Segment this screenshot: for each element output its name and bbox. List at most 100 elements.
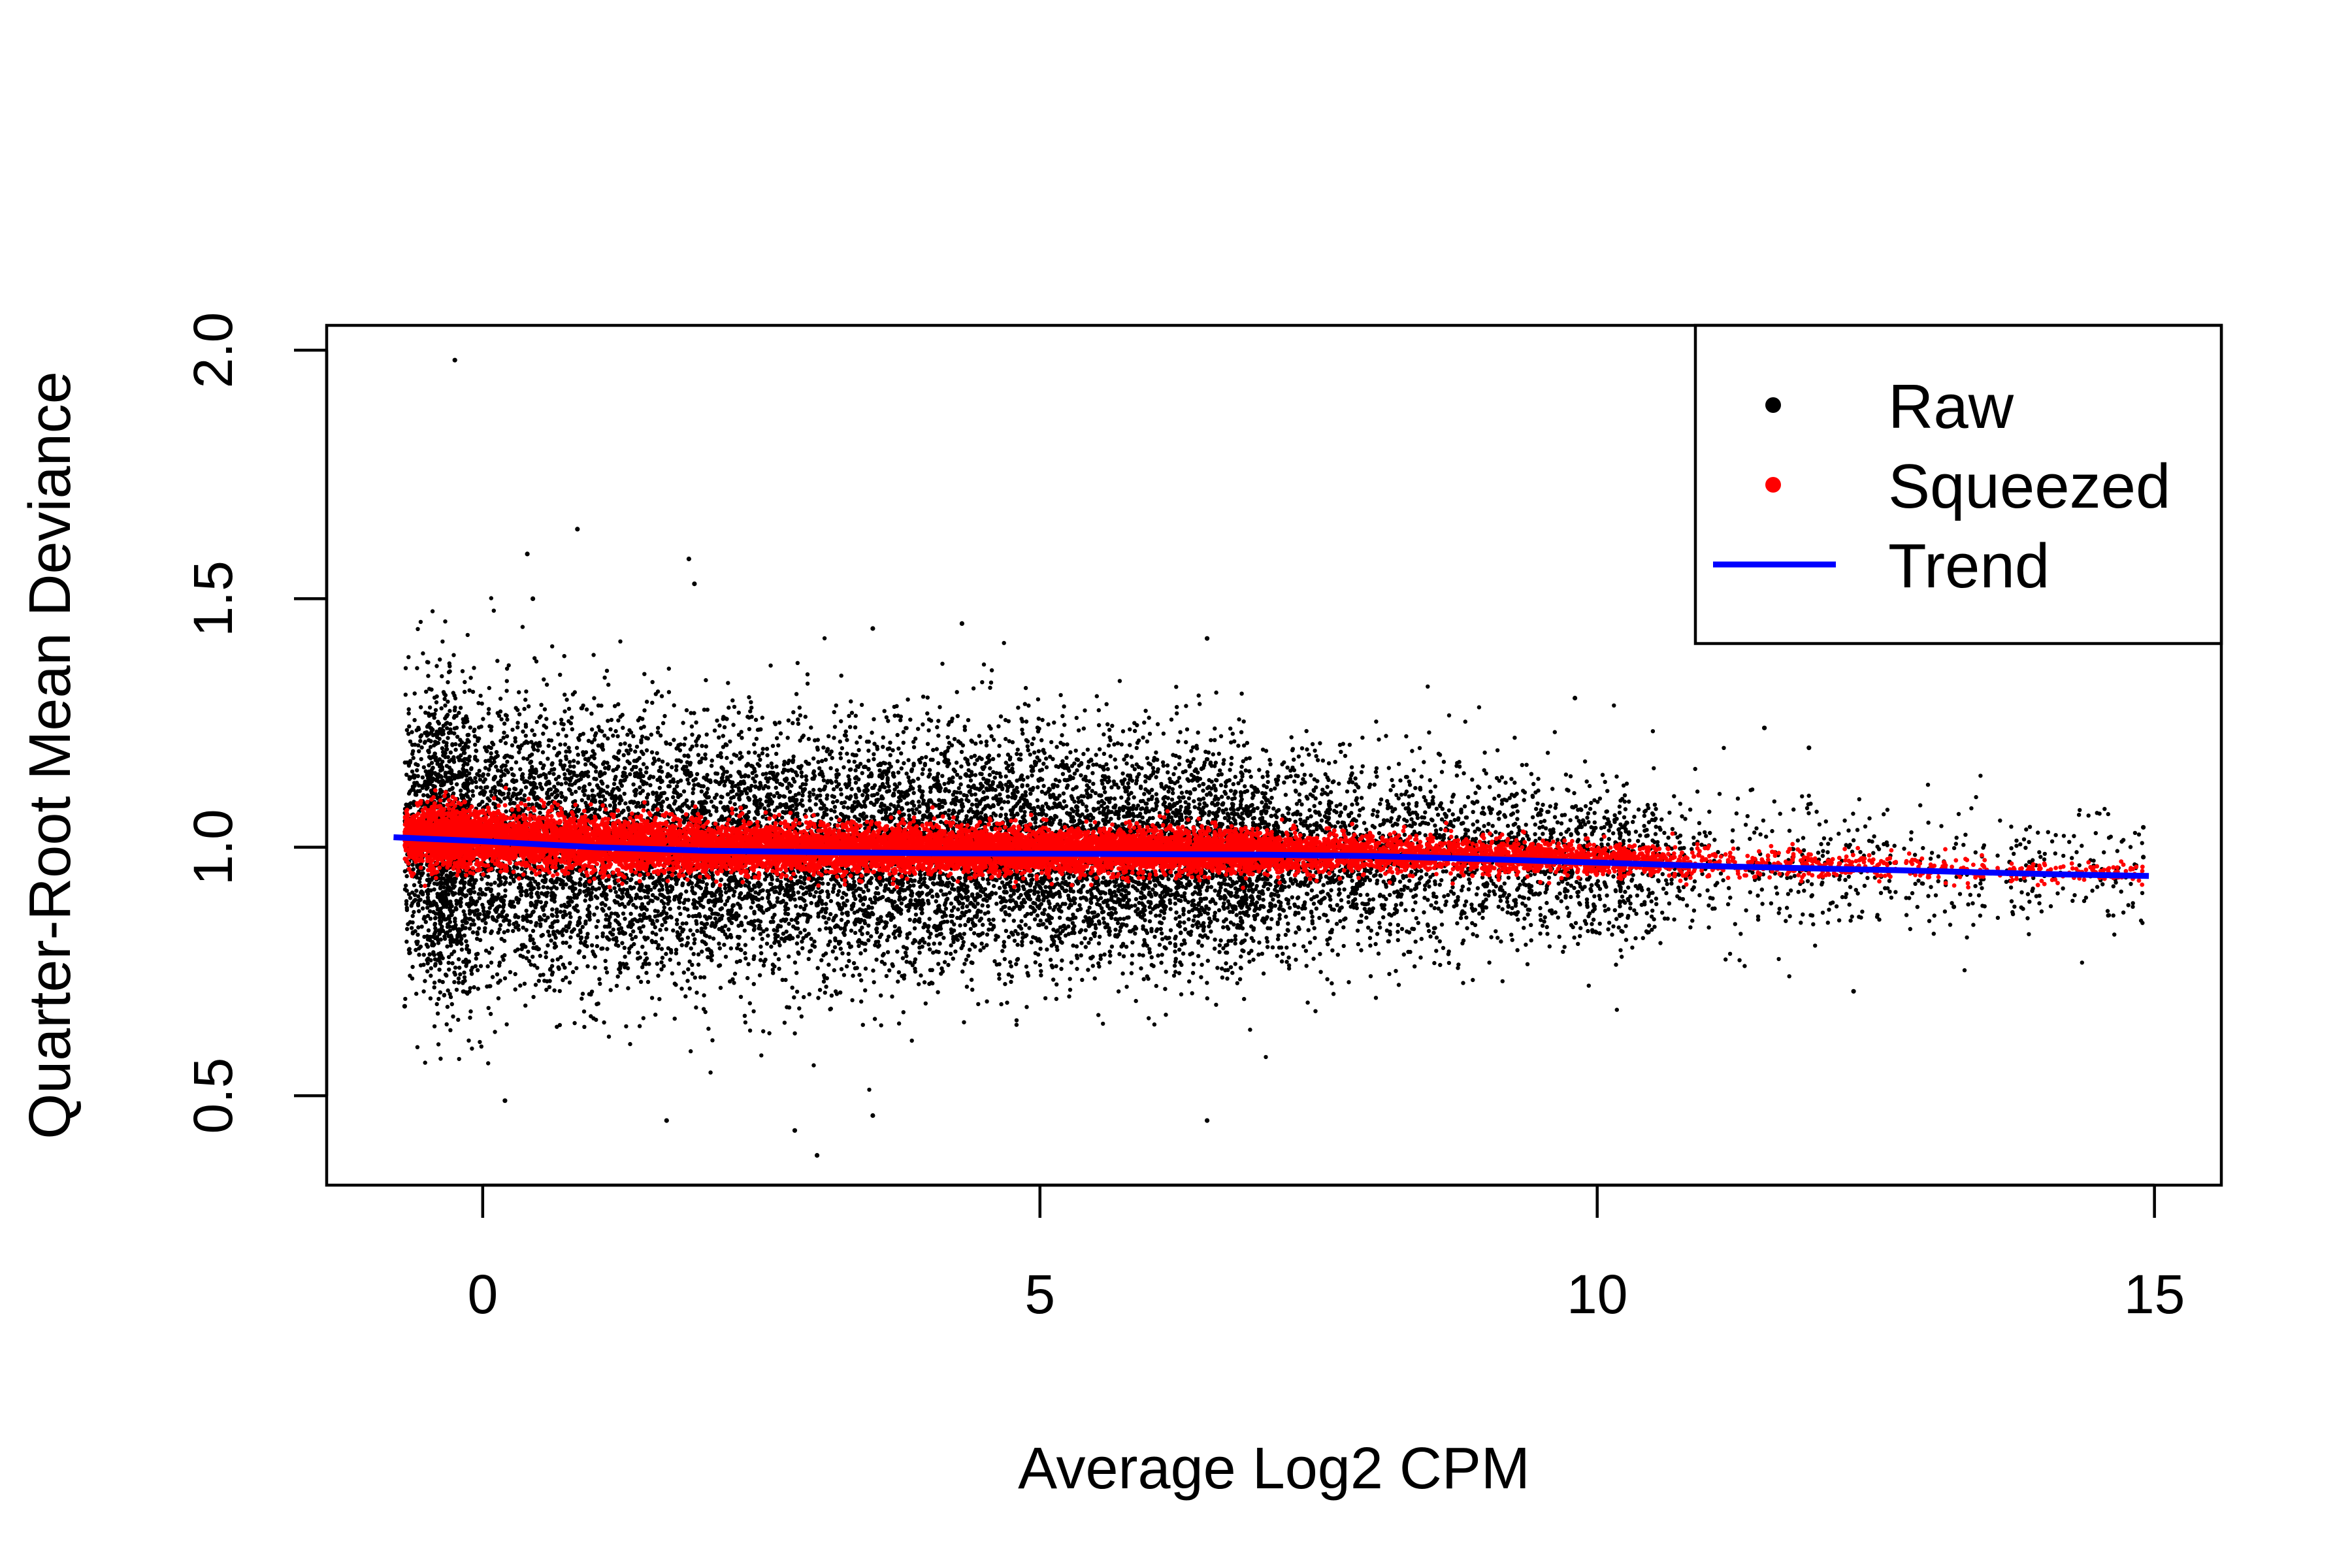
raw-point (695, 736, 700, 741)
raw-point (719, 755, 724, 760)
raw-point (674, 764, 679, 769)
raw-point (1467, 881, 1472, 885)
raw-point (1878, 890, 1884, 896)
raw-point (829, 749, 834, 754)
raw-point (2037, 901, 2042, 906)
raw-point (1179, 992, 1184, 997)
raw-point (660, 923, 664, 928)
raw-point (1470, 777, 1475, 782)
raw-point (1442, 894, 1446, 899)
raw-point (772, 794, 777, 798)
raw-point (1462, 771, 1466, 776)
raw-point (1297, 798, 1302, 804)
raw-point (671, 928, 676, 933)
raw-point (1229, 762, 1233, 766)
raw-point (897, 933, 902, 938)
raw-point (836, 889, 841, 894)
raw-point (1292, 943, 1297, 947)
raw-point (1152, 878, 1156, 883)
raw-point (1043, 885, 1048, 889)
raw-point (1311, 902, 1316, 906)
raw-point (1337, 881, 1343, 885)
raw-point (545, 885, 550, 890)
raw-point (1617, 913, 1622, 917)
raw-point (1978, 881, 1983, 886)
raw-point (682, 742, 687, 747)
raw-point (1589, 800, 1593, 806)
raw-point (764, 927, 769, 932)
raw-point (1805, 879, 1810, 883)
raw-point (984, 739, 989, 744)
raw-point (1041, 898, 1046, 903)
raw-point (708, 813, 713, 817)
raw-point (675, 922, 679, 926)
raw-point (553, 777, 559, 781)
raw-point (564, 940, 568, 945)
raw-point (858, 762, 863, 766)
raw-point (1368, 974, 1373, 979)
raw-point (473, 964, 478, 969)
raw-point (852, 800, 857, 805)
raw-point (800, 798, 804, 803)
raw-point (1053, 934, 1058, 939)
raw-point (722, 725, 727, 730)
raw-point (1036, 697, 1041, 702)
raw-point (777, 943, 782, 948)
raw-point (2090, 889, 2095, 893)
raw-point (949, 919, 955, 924)
raw-point (784, 902, 789, 906)
raw-point (694, 720, 698, 725)
raw-point (800, 774, 804, 779)
raw-point (1352, 789, 1357, 794)
raw-point (991, 738, 996, 742)
raw-point (1166, 770, 1170, 775)
raw-point (1707, 809, 1712, 814)
raw-point (2100, 882, 2105, 887)
raw-point (1406, 809, 1411, 814)
raw-point (424, 689, 429, 694)
raw-point (448, 722, 453, 727)
raw-point (962, 932, 967, 936)
raw-point (517, 690, 521, 694)
raw-point (1284, 960, 1289, 964)
raw-point (694, 743, 699, 748)
raw-point (1963, 832, 1968, 837)
raw-point (998, 714, 1004, 719)
raw-point (602, 676, 607, 680)
raw-point (539, 891, 544, 896)
raw-point (1446, 713, 1452, 718)
raw-point (1885, 808, 1890, 812)
raw-point (896, 789, 901, 794)
raw-point (629, 747, 633, 752)
raw-point (704, 882, 710, 887)
raw-point (511, 928, 515, 934)
raw-point (453, 965, 458, 970)
raw-point (443, 972, 448, 977)
raw-point (495, 972, 500, 977)
raw-point (896, 770, 901, 775)
raw-point (596, 919, 600, 924)
raw-point (485, 881, 490, 886)
raw-point (659, 694, 664, 698)
raw-point (1190, 991, 1194, 996)
raw-point (970, 802, 975, 807)
raw-point (1360, 735, 1365, 740)
raw-point (1725, 902, 1731, 907)
raw-point (487, 951, 492, 955)
raw-point (459, 947, 465, 952)
raw-point (966, 799, 971, 804)
raw-point (727, 927, 731, 932)
raw-point (1506, 904, 1511, 909)
raw-point (963, 878, 968, 883)
raw-point (900, 956, 906, 960)
raw-point (486, 772, 491, 777)
raw-point (1037, 727, 1041, 731)
raw-point (1578, 934, 1582, 939)
raw-point (1012, 938, 1017, 943)
raw-point (803, 714, 808, 719)
raw-point (923, 1001, 928, 1006)
raw-point (1036, 716, 1041, 721)
raw-point (581, 1009, 587, 1014)
raw-point (1939, 824, 1944, 828)
raw-point (502, 796, 507, 801)
